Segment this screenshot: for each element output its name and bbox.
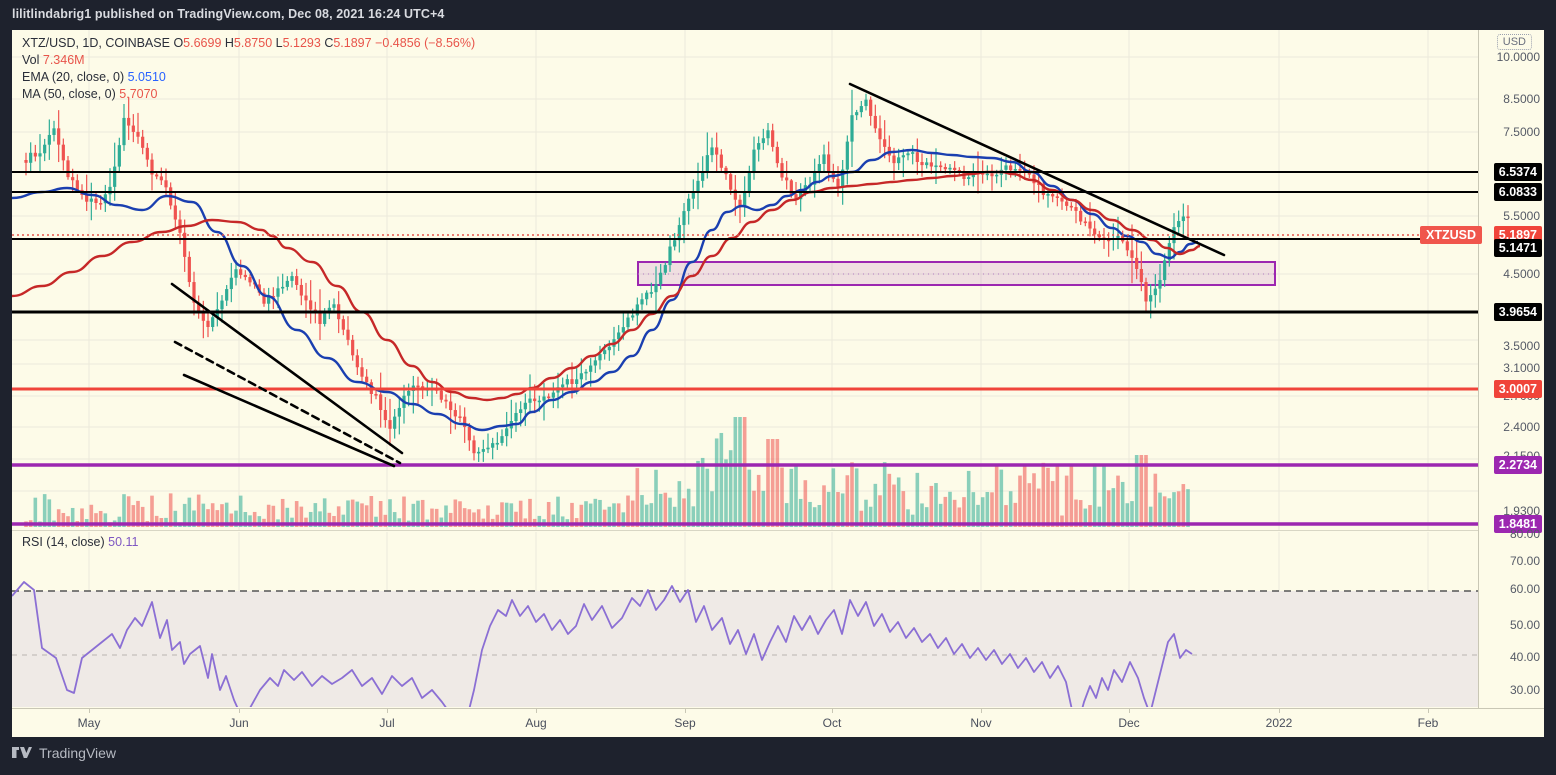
price-axis-tick: 4.5000: [1503, 267, 1540, 281]
price-axis-tick: 1.9300: [1503, 504, 1540, 518]
price-axis[interactable]: USD 10.0000 8.5000 7.5000 5.5000 4.5000 3.500…: [1478, 30, 1544, 708]
price-axis-tag[interactable]: 1.8481: [1493, 515, 1542, 533]
time-axis[interactable]: May Jun Jul Aug Sep Oct Nov Dec 2022 Feb: [12, 708, 1544, 737]
price-axis-tick: 5.5000: [1503, 209, 1540, 223]
rsi-axis-tick: 40.00: [1509, 650, 1540, 664]
trendline-channel-lower: [182, 373, 396, 468]
rsi-legend-value: 50.11: [108, 535, 139, 549]
trendline-channel-upper: [170, 282, 404, 455]
rsi-line: [12, 581, 1193, 707]
time-axis-tick: [685, 709, 686, 713]
rsi-legend-label: RSI (14, close): [22, 535, 105, 549]
price-axis-tag[interactable]: 6.0833: [1493, 183, 1542, 201]
rsi-axis-tick: 60.00: [1509, 582, 1540, 596]
time-axis-tick: [1428, 709, 1429, 713]
ma-50-line: [12, 170, 1201, 402]
rsi-axis-tick: 50.00: [1509, 618, 1540, 632]
time-axis-tick: [387, 709, 388, 713]
symbol-price-tag: XTZUSD: [1420, 226, 1482, 244]
rsi-axis-tick: 70.00: [1509, 554, 1540, 568]
rsi-chart-canvas: [12, 532, 1478, 707]
currency-badge: USD: [1496, 34, 1532, 50]
price-axis-tick: 8.5000: [1503, 92, 1540, 106]
time-axis-tick: [89, 709, 90, 713]
publisher-text: lilitlindabrig1 published on TradingView…: [12, 7, 445, 21]
time-axis-label: Nov: [970, 716, 992, 730]
time-axis-tick: [832, 709, 833, 713]
time-axis-label: Feb: [1417, 716, 1439, 730]
trendline-channel-mid-dashed: [173, 340, 402, 465]
price-axis-tag[interactable]: 6.5374: [1493, 163, 1542, 181]
time-axis-label: Oct: [822, 716, 842, 730]
price-axis-tag[interactable]: 2.2734: [1493, 456, 1542, 474]
time-axis-tick: [536, 709, 537, 713]
price-axis-tick: 10.0000: [1496, 50, 1540, 64]
price-pane[interactable]: [12, 30, 1478, 530]
chart-frame[interactable]: RSI (14, close) 50.11 XTZ/USD, 1D, COINB…: [12, 30, 1544, 737]
pane-divider: [12, 530, 1478, 531]
time-axis-label: Jul: [379, 716, 395, 730]
price-axis-tick: 7.5000: [1503, 125, 1540, 139]
time-axis-label: Jun: [229, 716, 249, 730]
time-axis-tick: [239, 709, 240, 713]
rsi-axis-tick: 80.00: [1509, 527, 1540, 541]
time-axis-label: Dec: [1118, 716, 1140, 730]
rsi-pane[interactable]: RSI (14, close) 50.11: [12, 532, 1478, 707]
publisher-banner: lilitlindabrig1 published on TradingView…: [0, 0, 1556, 28]
time-axis-label: Aug: [525, 716, 547, 730]
footer: TradingView: [12, 745, 116, 761]
price-chart-canvas: [12, 30, 1478, 530]
price-axis-tick: 2.4000: [1503, 420, 1540, 434]
price-axis-tick: 3.1000: [1503, 361, 1540, 375]
rsi-axis-tick: 30.00: [1509, 683, 1540, 697]
time-axis-tick: [1129, 709, 1130, 713]
rsi-legend: RSI (14, close) 50.11: [22, 535, 139, 549]
footer-brand: TradingView: [39, 745, 117, 761]
tradingview-logo-icon: [12, 747, 32, 758]
time-axis-tick: [1279, 709, 1280, 713]
time-axis-label: Sep: [674, 716, 696, 730]
price-axis-tag[interactable]: 3.0007: [1493, 380, 1542, 398]
time-axis-label: 2022: [1265, 716, 1293, 730]
time-axis-label: May: [77, 716, 101, 730]
volume-series: [24, 417, 1190, 527]
trendline-descending-resistance: [848, 82, 1226, 257]
price-axis-tag[interactable]: 5.1471: [1493, 239, 1542, 257]
time-axis-tick: [981, 709, 982, 713]
candlestick-series: [24, 89, 1190, 462]
price-axis-tick: 3.5000: [1503, 339, 1540, 353]
ema-20-line: [12, 148, 1199, 432]
price-axis-tag[interactable]: 3.9654: [1493, 303, 1542, 321]
